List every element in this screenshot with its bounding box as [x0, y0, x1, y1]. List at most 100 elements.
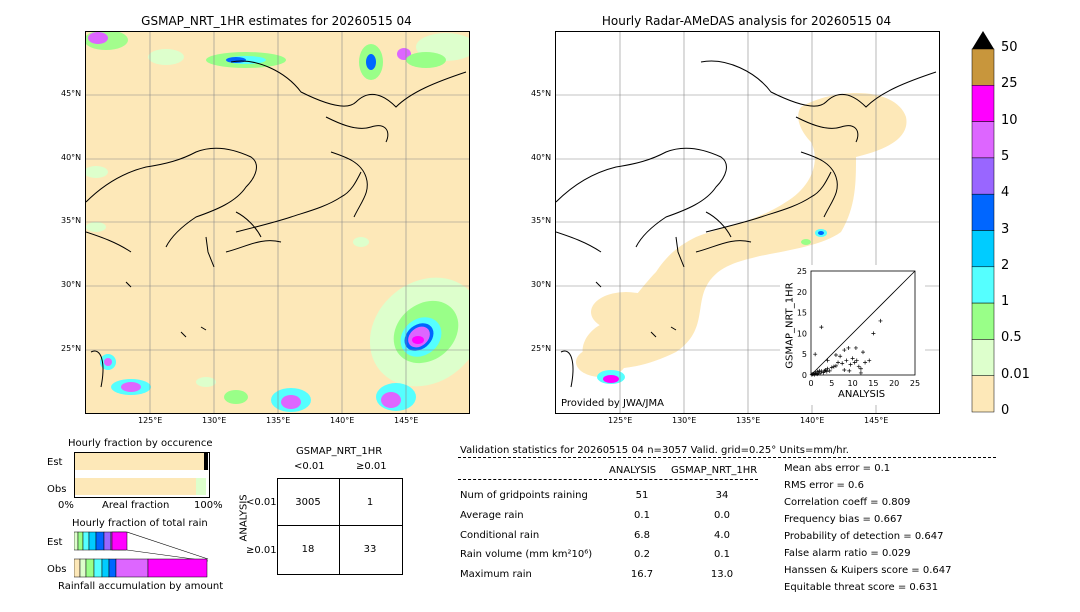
colorbar-label: 25	[1001, 76, 1018, 92]
scatter-point	[833, 363, 838, 368]
validation-score: Correlation coeff = 0.809	[784, 497, 911, 508]
colorbar-segment	[971, 339, 995, 376]
colorbar-label: 3	[1001, 221, 1010, 237]
scatter-point	[854, 358, 859, 363]
validation-row-label: Rain volume (mm km²10⁶)	[460, 549, 593, 560]
colorbar-label: 5	[1001, 148, 1010, 164]
colorbar	[971, 31, 995, 413]
scatter-xlabel: ANALYSIS	[838, 389, 886, 400]
contingency-col-label-lt: <0.01	[294, 461, 325, 472]
scatter-ylabel: GSMAP_NRT_1HR	[784, 282, 796, 369]
right-coastlines	[556, 60, 937, 388]
occurrence-est-label: Est	[47, 457, 63, 468]
validation-score: Probability of detection = 0.647	[784, 531, 944, 542]
left-rain-areas	[86, 32, 469, 412]
scatter-ytick: 15	[797, 309, 807, 318]
occurrence-title: Hourly fraction by occurence	[68, 438, 213, 449]
contingency-vdivider	[339, 478, 340, 574]
left-map-svg	[86, 32, 469, 413]
scatter-point	[846, 345, 851, 350]
validation-row-analysis: 0.1	[634, 510, 650, 521]
occurrence-xlabel: Areal fraction	[102, 500, 170, 511]
contingency-cell: 33	[363, 544, 377, 555]
right-map-title: Hourly Radar-AMeDAS analysis for 2026051…	[601, 14, 892, 28]
scatter-point	[847, 368, 852, 373]
validation-row-label: Conditional rain	[460, 530, 540, 541]
contingency-row-label-lt: <0.01	[246, 497, 277, 508]
scatter-xtick: 20	[889, 379, 899, 388]
scatter-plot: 0 5 10 15 20 25 0 5 10 15 20 25	[797, 267, 920, 388]
scatter-point	[825, 358, 830, 363]
validation-score: Equitable threat score = 0.631	[784, 582, 939, 593]
scatter-point	[833, 353, 838, 358]
scatter-point	[840, 361, 845, 366]
left-lon-label: 135°E	[266, 416, 291, 425]
scatter-point	[818, 371, 823, 376]
left-lon-label: 145°E	[394, 416, 419, 425]
scatter-point	[871, 331, 876, 336]
validation-col-rule	[458, 479, 758, 480]
right-lat-label: 45°N	[531, 89, 552, 98]
scatter-point	[867, 358, 872, 363]
left-coastlines	[86, 60, 467, 388]
colorbar-segment	[971, 230, 995, 268]
scatter-point	[817, 368, 822, 373]
right-lon-label: 125°E	[608, 416, 633, 425]
colorbar-label: 2	[1001, 257, 1010, 273]
occurrence-tick-0: 0%	[58, 500, 74, 511]
total-rain-est-label: Est	[47, 537, 63, 548]
left-lat-label: 40°N	[61, 153, 82, 162]
total-rain-xlabel: Rainfall accumulation by amount	[58, 581, 224, 592]
scatter-point	[861, 350, 865, 355]
contingency-cell: 1	[366, 497, 374, 508]
scatter-point	[852, 360, 857, 365]
validation-row-label: Num of gridpoints raining	[460, 490, 588, 501]
right-lon-label: 140°E	[800, 416, 825, 425]
radar-credit: Provided by JWA/JMA	[561, 398, 664, 409]
colorbar-label: 50	[1001, 40, 1018, 55]
validation-score: Hanssen & Kuipers score = 0.647	[784, 565, 952, 576]
scatter-xtick: 25	[910, 379, 920, 388]
scatter-point	[838, 354, 843, 359]
contingency-frame	[277, 478, 403, 575]
scatter-diagonal	[810, 270, 916, 376]
scatter-ytick: 10	[797, 329, 807, 338]
right-map: Provided by JWA/JMA	[555, 31, 940, 414]
scatter-point	[853, 345, 858, 350]
contingency-header: GSMAP_NRT_1HR	[296, 446, 383, 457]
scatter-xtick: 15	[868, 379, 878, 388]
scatter-inset-bg	[780, 265, 925, 405]
validation-header-rule	[458, 457, 996, 458]
colorbar-label: 1	[1001, 294, 1010, 310]
occurrence-est-bar	[75, 453, 205, 470]
validation-score: Mean abs error = 0.1	[784, 463, 891, 474]
colorbar-segment	[971, 266, 995, 304]
left-lat-label: 45°N	[61, 89, 82, 98]
colorbar-label: 0.5	[1001, 330, 1022, 346]
scatter-point	[856, 364, 861, 369]
left-map	[85, 31, 470, 414]
right-lon-label: 135°E	[736, 416, 761, 425]
scatter-point	[836, 360, 841, 365]
scatter-point	[848, 362, 853, 367]
validation-header: Validation statistics for 20260515 04 n=…	[460, 445, 849, 456]
total-rain-obs-segments	[74, 558, 208, 578]
right-lat-label: 40°N	[531, 153, 552, 162]
total-rain-bars	[74, 531, 209, 578]
left-lon-label: 125°E	[138, 416, 163, 425]
validation-col-gsmap: GSMAP_NRT_1HR	[671, 465, 758, 476]
left-gridlines	[86, 32, 469, 413]
scatter-point	[842, 348, 847, 353]
contingency-hdivider	[277, 525, 402, 526]
scatter-point	[819, 325, 824, 330]
scatter-point	[829, 365, 834, 370]
colorbar-segment	[971, 193, 995, 231]
colorbar-segment	[971, 121, 995, 159]
left-lat-label: 25°N	[61, 344, 82, 353]
occurrence-frame	[74, 452, 210, 498]
right-lat-label: 25°N	[531, 344, 552, 353]
scatter-point	[863, 360, 868, 365]
validation-row-analysis: 6.8	[634, 530, 650, 541]
radar-coverage	[576, 93, 907, 384]
occurrence-obs-bar	[75, 478, 197, 495]
